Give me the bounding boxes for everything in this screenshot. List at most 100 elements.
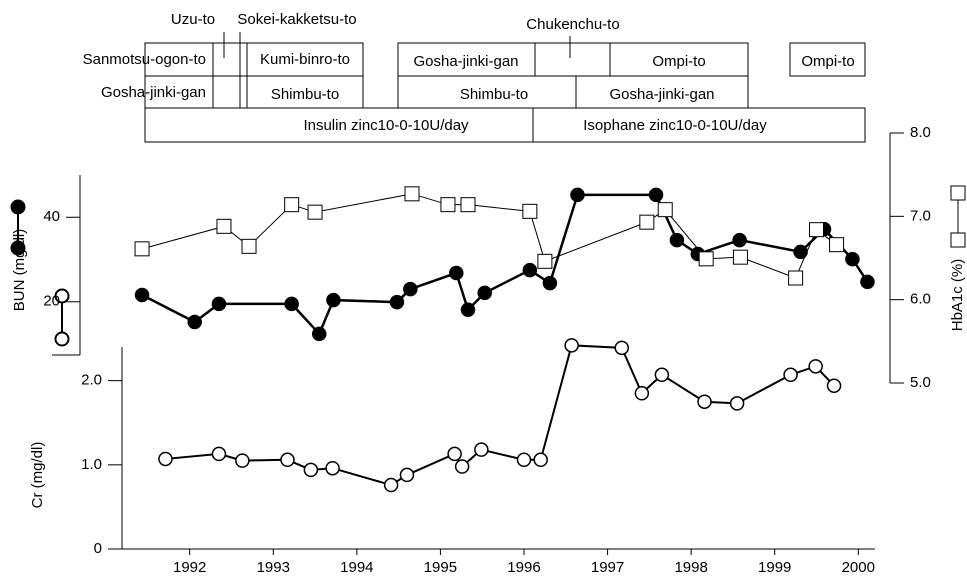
y3-tick-label: 2.0 bbox=[81, 372, 102, 389]
treatment-label: Chukenchu-to bbox=[526, 16, 619, 33]
data-point bbox=[698, 251, 714, 267]
y-tick-label: 40 bbox=[43, 208, 60, 225]
data-point bbox=[460, 197, 476, 213]
data-point bbox=[522, 262, 538, 278]
data-point bbox=[808, 359, 823, 374]
data-point bbox=[788, 270, 804, 286]
series-line bbox=[141, 193, 869, 337]
treatment-box bbox=[144, 107, 866, 143]
treatment-label: Isophane zinc10-0-10U/day bbox=[583, 117, 767, 134]
legend-marker bbox=[950, 185, 966, 201]
data-point bbox=[533, 452, 548, 468]
data-point bbox=[449, 265, 464, 281]
data-point bbox=[542, 275, 558, 291]
data-point bbox=[211, 446, 227, 462]
data-point bbox=[564, 338, 579, 353]
treatment-label: Kumi-binro-to bbox=[260, 51, 350, 68]
y2-tick-label: 8.0 bbox=[910, 124, 931, 141]
data-point bbox=[187, 314, 202, 330]
series-line bbox=[141, 193, 837, 279]
x-tick-label: 1993 bbox=[257, 559, 290, 576]
legend-symbols bbox=[10, 185, 966, 347]
data-point bbox=[326, 292, 341, 308]
data-point bbox=[460, 302, 476, 318]
series-line bbox=[165, 344, 835, 487]
treatment-label: Gosha-jinki-gan bbox=[101, 84, 206, 101]
data-point bbox=[654, 367, 670, 383]
data-point bbox=[440, 197, 456, 213]
treatment-label: Ompi-to bbox=[801, 53, 854, 70]
data-point bbox=[477, 285, 492, 301]
data-point bbox=[826, 378, 842, 393]
data-point bbox=[732, 232, 747, 248]
treatment-label: Ompi-to bbox=[652, 53, 705, 70]
x-tick-label: 1999 bbox=[758, 559, 791, 576]
data-point bbox=[732, 249, 748, 265]
data-point bbox=[235, 453, 250, 468]
data-point bbox=[399, 467, 415, 483]
x-tick-label: 1996 bbox=[507, 559, 540, 576]
treatment-label: Shimbu-to bbox=[460, 86, 528, 103]
data-point bbox=[829, 237, 845, 253]
data-point bbox=[729, 396, 745, 411]
treatment-label: Sanmotsu-ogon-to bbox=[83, 51, 206, 68]
data-point bbox=[284, 296, 299, 312]
treatment-label: Shimbu-to bbox=[271, 86, 339, 103]
data-point bbox=[216, 218, 232, 234]
data-point bbox=[383, 477, 399, 493]
data-point bbox=[241, 238, 257, 254]
legend-marker bbox=[10, 240, 26, 256]
x-tick-label: 1995 bbox=[424, 559, 457, 576]
legend-marker bbox=[950, 232, 966, 248]
y-tick-label: 20 bbox=[43, 293, 60, 310]
data-point bbox=[325, 460, 340, 476]
x-tick-label: 1998 bbox=[674, 559, 707, 576]
data-point bbox=[522, 203, 538, 219]
data-point bbox=[639, 214, 655, 230]
data-point bbox=[303, 462, 319, 478]
data-point bbox=[657, 202, 673, 218]
data-point bbox=[474, 442, 489, 457]
data-point bbox=[280, 452, 295, 468]
y2-tick-label: 5.0 bbox=[910, 374, 931, 391]
data-point bbox=[570, 187, 585, 203]
data-point bbox=[134, 287, 150, 303]
treatment-label: Uzu-to bbox=[171, 11, 215, 28]
data-point bbox=[614, 340, 630, 356]
treatment-label: Gosha-jinki-gan bbox=[413, 53, 518, 70]
data-point bbox=[284, 197, 300, 213]
data-point bbox=[845, 251, 860, 267]
data-point bbox=[307, 204, 323, 220]
data-point bbox=[634, 386, 650, 401]
treatment-box bbox=[789, 42, 866, 77]
y2-tick-label: 7.0 bbox=[910, 207, 931, 224]
y2-axis-label: HbA1c (%) bbox=[949, 259, 966, 332]
y3-axis-label: Cr (mg/dl) bbox=[29, 442, 46, 509]
data-point bbox=[454, 459, 470, 474]
data-point bbox=[669, 232, 685, 248]
data-point bbox=[860, 274, 875, 290]
data-point bbox=[311, 326, 327, 342]
y3-tick-label: 1.0 bbox=[81, 456, 102, 473]
data-point bbox=[158, 451, 173, 467]
y2-tick-label: 6.0 bbox=[910, 291, 931, 308]
data-point bbox=[516, 452, 532, 468]
x-tick-label: 1994 bbox=[340, 559, 373, 576]
treatment-label: Sokei-kakketsu-to bbox=[237, 11, 356, 28]
legend-marker bbox=[54, 331, 70, 347]
data-point bbox=[648, 187, 664, 203]
data-point bbox=[403, 281, 418, 297]
legend-marker bbox=[10, 199, 26, 215]
data-point bbox=[783, 367, 798, 383]
data-point bbox=[537, 253, 553, 269]
data-point bbox=[211, 296, 227, 312]
data-point bbox=[389, 294, 405, 310]
data-point bbox=[134, 241, 150, 257]
data-point bbox=[697, 394, 712, 409]
data-point bbox=[447, 446, 462, 462]
x-tick-label: 2000 bbox=[842, 559, 875, 576]
legend-marker bbox=[54, 288, 70, 304]
treatment-label: Insulin zinc10-0-10U/day bbox=[303, 117, 469, 134]
treatment-boxes bbox=[144, 32, 866, 143]
